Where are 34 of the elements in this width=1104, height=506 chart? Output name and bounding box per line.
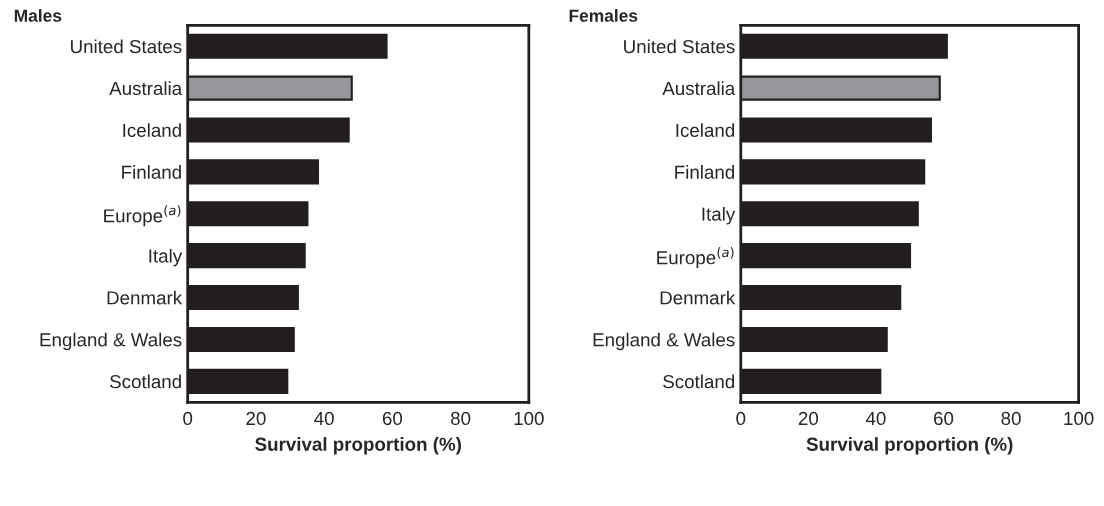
chart-title: Females xyxy=(569,9,638,22)
x-axis-title: Survival proportion (%) xyxy=(255,437,461,455)
text: Males xyxy=(14,9,62,22)
x-tick-label: 100 xyxy=(1064,411,1094,426)
y-tick-label: Denmark xyxy=(107,290,183,305)
x-tick-label: 40 xyxy=(314,411,334,426)
y-tick-label: United States xyxy=(624,39,735,54)
y-tick-label: Scotland xyxy=(663,374,735,389)
y-tick-label: Italy xyxy=(149,248,183,267)
x-tick-label: 80 xyxy=(450,411,471,426)
y-tick-label: England & Wales xyxy=(40,332,182,351)
y-tick-label: Denmark xyxy=(660,290,736,305)
y-tick-label: Scotland xyxy=(110,374,181,389)
y-tick-label: Finland xyxy=(122,165,181,179)
x-tick-label: 0 xyxy=(736,411,746,426)
y-tick-label: Europe$^{(a)}$ xyxy=(657,247,734,269)
y-tick-label: Iceland xyxy=(123,123,181,137)
x-axis-title: Survival proportion (%) xyxy=(806,437,1013,455)
y-tick-label: Europe$^{(a)}$ xyxy=(104,205,181,227)
x-tick-label: 20 xyxy=(798,411,819,426)
x-tick-label: 80 xyxy=(1001,411,1021,426)
y-tick-label: Finland xyxy=(675,165,735,179)
x-tick-label: 40 xyxy=(865,411,886,426)
x-tick-label: 60 xyxy=(934,411,954,426)
y-tick-label: Australia xyxy=(662,81,736,96)
x-tick-label: 60 xyxy=(382,411,403,426)
x-tick-label: 0 xyxy=(183,411,193,426)
y-tick-label: England & Wales xyxy=(593,332,735,351)
y-tick-label: Iceland xyxy=(676,123,735,137)
x-tick-label: 20 xyxy=(246,411,266,426)
y-tick-label: United States xyxy=(71,39,182,54)
y-tick-label: Australia xyxy=(109,81,183,96)
y-tick-label: Italy xyxy=(702,206,736,225)
x-tick-label: 100 xyxy=(514,411,544,426)
